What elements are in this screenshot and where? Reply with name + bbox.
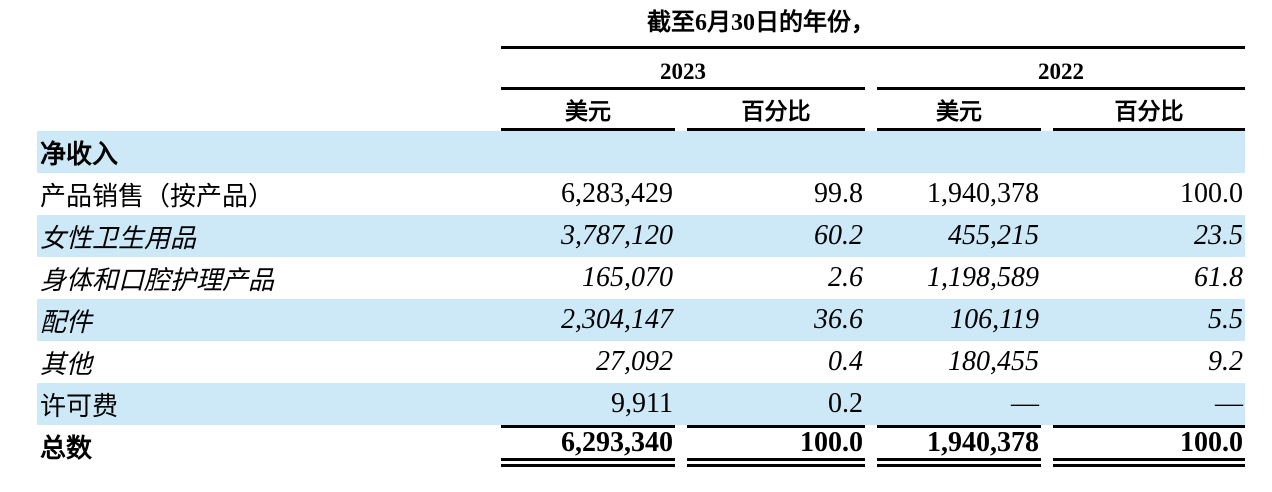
col-header-2022-usd: 美元 bbox=[877, 90, 1041, 131]
value-cell: 100.0 bbox=[687, 425, 865, 467]
value-cell: 1,940,378 bbox=[927, 178, 1039, 209]
value-cell: 9,911 bbox=[611, 388, 673, 419]
col-header-2023-usd: 美元 bbox=[501, 90, 675, 131]
value-cell bbox=[877, 131, 1041, 173]
value-cell: 2,304,147 bbox=[561, 304, 673, 335]
value-cell: — bbox=[1215, 388, 1243, 419]
row-label: 女性卫生用品 bbox=[40, 223, 197, 253]
value-cell: 165,070 bbox=[582, 262, 673, 293]
table-row-license-fee: 许可费 9,911 0.2 — — bbox=[37, 383, 1245, 425]
table-row-other: 其他 27,092 0.4 180,455 9.2 bbox=[37, 341, 1245, 383]
col-header-2022-percent: 百分比 bbox=[1053, 90, 1245, 131]
value-cell: 5.5 bbox=[1208, 304, 1243, 335]
value-cell: 106,119 bbox=[950, 304, 1039, 335]
row-label: 配件 bbox=[40, 307, 93, 337]
value-cell: 2.6 bbox=[828, 262, 863, 293]
table-row-total: 总数 6,293,340 100.0 1,940,378 100.0 bbox=[37, 425, 1245, 467]
value-cell: 1,940,378 bbox=[877, 425, 1041, 467]
value-cell: 60.2 bbox=[814, 220, 863, 251]
value-cell: 27,092 bbox=[596, 346, 673, 377]
value-cell: 455,215 bbox=[948, 220, 1039, 251]
value-cell: 100.0 bbox=[1180, 178, 1243, 209]
row-label: 净收入 bbox=[40, 139, 119, 169]
value-cell: 3,787,120 bbox=[561, 220, 673, 251]
row-label: 其他 bbox=[40, 349, 93, 379]
value-cell bbox=[687, 131, 865, 173]
table-row-feminine-hygiene: 女性卫生用品 3,787,120 60.2 455,215 23.5 bbox=[37, 215, 1245, 257]
period-header: 截至6月30日的年份， bbox=[501, 6, 1245, 49]
value-cell: 61.8 bbox=[1194, 262, 1243, 293]
period-header-label: 截至6月30日的年份， bbox=[647, 10, 875, 36]
value-cell: 180,455 bbox=[948, 346, 1039, 377]
year-group-2022: 2022 bbox=[877, 49, 1245, 90]
row-label: 身体和口腔护理产品 bbox=[40, 265, 275, 295]
row-label: 许可费 bbox=[40, 391, 119, 421]
value-cell: 6,293,340 bbox=[501, 425, 675, 467]
value-cell: 99.8 bbox=[814, 178, 863, 209]
value-cell bbox=[501, 131, 675, 173]
revenue-breakdown-table: 截至6月30日的年份， 2023 2022 美元 百分比 美元 百分比 净收入 … bbox=[37, 6, 1245, 467]
value-cell: 1,198,589 bbox=[927, 262, 1039, 293]
value-cell: 0.4 bbox=[828, 346, 863, 377]
value-cell: 100.0 bbox=[1053, 425, 1245, 467]
year-group-2023: 2023 bbox=[501, 49, 865, 90]
value-cell: — bbox=[1011, 388, 1039, 419]
table-row-net-revenue: 净收入 bbox=[37, 131, 1245, 173]
value-cell bbox=[1053, 131, 1245, 173]
col-header-2023-percent: 百分比 bbox=[687, 90, 865, 131]
year-group-row: 2023 2022 bbox=[501, 49, 1245, 90]
row-label: 产品销售（按产品） bbox=[40, 181, 275, 211]
table-row-accessories: 配件 2,304,147 36.6 106,119 5.5 bbox=[37, 299, 1245, 341]
row-label: 总数 bbox=[40, 433, 93, 463]
value-cell: 0.2 bbox=[828, 388, 863, 419]
value-cell: 9.2 bbox=[1208, 346, 1243, 377]
table-row-product-sales: 产品销售（按产品） 6,283,429 99.8 1,940,378 100.0 bbox=[37, 173, 1245, 215]
value-cell: 36.6 bbox=[814, 304, 863, 335]
value-cell: 23.5 bbox=[1194, 220, 1243, 251]
value-cell: 6,283,429 bbox=[561, 178, 673, 209]
column-header-row: 美元 百分比 美元 百分比 bbox=[501, 90, 1245, 131]
table-row-body-oral-care: 身体和口腔护理产品 165,070 2.6 1,198,589 61.8 bbox=[37, 257, 1245, 299]
